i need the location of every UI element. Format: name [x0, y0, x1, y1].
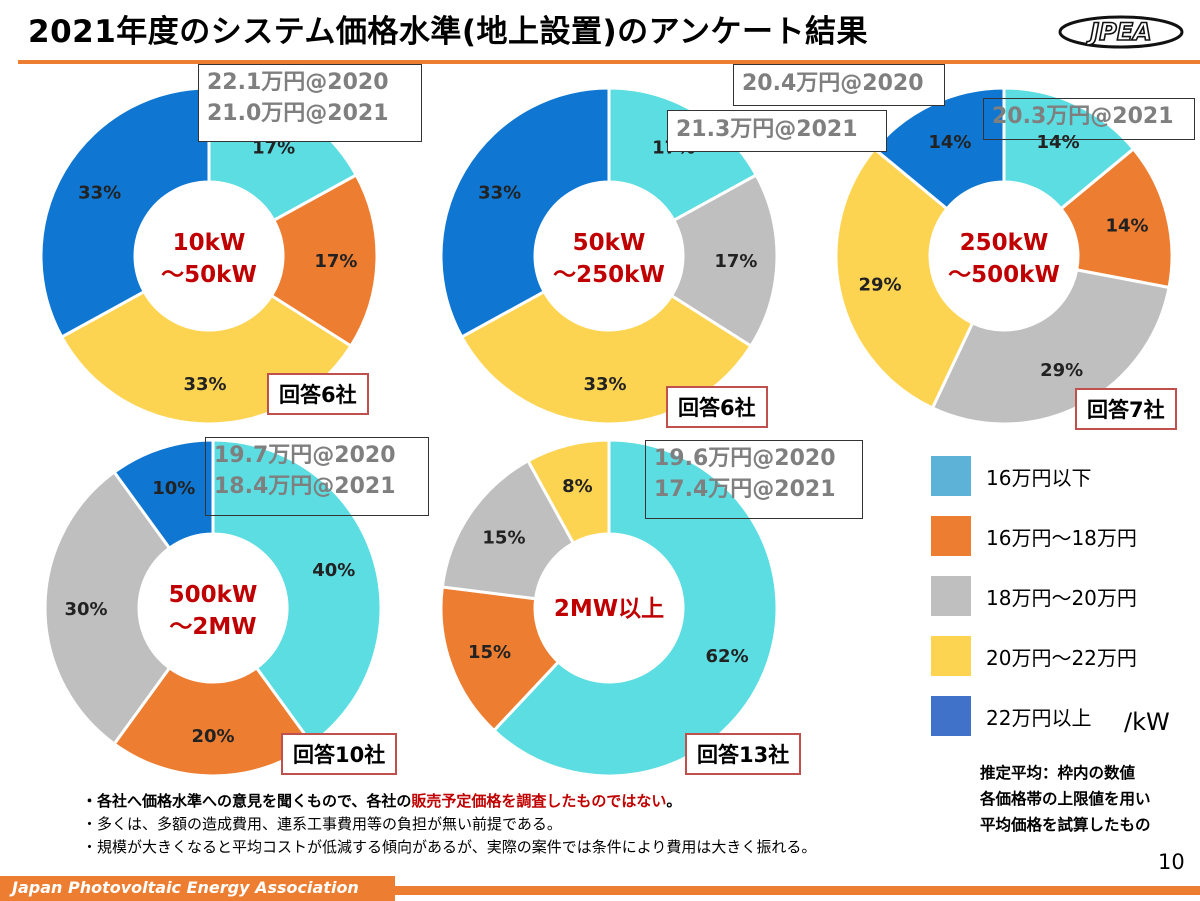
- price-box-250-500kw: 20.3万円@2021: [983, 98, 1195, 140]
- response-count-250-500kw: 回答7社: [1075, 388, 1177, 430]
- response-count-2mw: 回答13社: [685, 733, 802, 775]
- price-box-500kw-2mw: 19.7万円@2020 18.4万円@2021: [205, 437, 429, 516]
- slice-label: 14%: [1105, 215, 1148, 236]
- bullet-3: ・規模が大きくなると平均コストが低減する傾向があるが、実際の案件では条件により費…: [82, 838, 817, 856]
- price-2021: 21.0万円@2021: [207, 101, 389, 126]
- response-count-500kw-2mw: 回答10社: [281, 733, 398, 775]
- slice-label: 14%: [928, 132, 971, 153]
- slice-label: 62%: [706, 646, 749, 667]
- legend-swatch: [931, 516, 971, 556]
- donut-slice: [491, 438, 779, 778]
- price-2021: 21.3万円@2021: [676, 117, 858, 142]
- legend-label: 20万円～22万円: [986, 646, 1137, 670]
- slice-label: 15%: [482, 528, 525, 549]
- donut-slice: [439, 585, 561, 733]
- center-label: 250kW: [960, 230, 1049, 256]
- legend-label: 16万円～18万円: [986, 526, 1137, 550]
- donut-slice: [439, 86, 611, 339]
- price-2021: 18.4万円@2021: [214, 474, 396, 499]
- donut-slice: [834, 146, 975, 411]
- title-underline: [18, 60, 1200, 64]
- slice-label: 17%: [714, 251, 757, 272]
- donut-slice: [607, 86, 759, 223]
- jpea-logo: JPEA: [1058, 15, 1184, 49]
- price-2020: 20.4万円@2020: [742, 71, 924, 96]
- donut-slice: [39, 86, 211, 339]
- center-label: ～50kW: [161, 262, 257, 288]
- donut-slice: [440, 458, 576, 601]
- slice-label: 40%: [312, 560, 355, 581]
- legend-label: 18万円～20万円: [986, 586, 1137, 610]
- donut-slice: [112, 665, 314, 778]
- slice-label: 15%: [468, 642, 511, 663]
- note-line: 平均価格を試算したもの: [980, 816, 1151, 834]
- footer-org-name: Japan Photovoltaic Energy Association: [12, 878, 359, 897]
- note-line: 推定平均：枠内の数値: [980, 764, 1136, 782]
- bullet-1-text: ・各社へ価格水準への意見を聞くもので、各社の: [82, 792, 412, 810]
- note-line: 各価格帯の上限値を用い: [980, 790, 1151, 808]
- price-box-50-250kw-2021: 21.3万円@2021: [667, 110, 887, 152]
- bullet-notes: ・各社へ価格水準への意見を聞くもので、各社の販売予定価格を調査したものではない。…: [82, 790, 816, 859]
- donut-slice: [112, 438, 215, 551]
- response-count-50-250kw: 回答6社: [666, 386, 768, 428]
- donut-slice: [43, 469, 172, 747]
- price-2021: 20.3万円@2021: [992, 104, 1174, 129]
- footer-line: [395, 886, 1200, 895]
- slice-label: 33%: [78, 182, 121, 203]
- price-box-50-250kw-2020: 20.4万円@2020: [733, 64, 945, 106]
- price-2021: 17.4万円@2021: [654, 477, 836, 502]
- center-label: ～2MW: [169, 614, 256, 640]
- donut-slice: [269, 173, 379, 349]
- bullet-1-end: 。: [666, 792, 682, 810]
- donut-slice: [669, 173, 779, 349]
- price-2020: 19.6万円@2020: [654, 446, 836, 471]
- legend-swatch: [931, 696, 971, 736]
- price-2020: 19.7万円@2020: [214, 443, 396, 468]
- slice-label: 10%: [152, 478, 195, 499]
- slice-label: 8%: [562, 476, 593, 497]
- slice-label: 29%: [1040, 360, 1083, 381]
- legend-unit: /kW: [1124, 708, 1170, 736]
- slice-label: 17%: [314, 251, 357, 272]
- price-2020: 22.1万円@2020: [207, 70, 389, 95]
- bullet-2: ・多くは、多額の造成費用、連系工事費用等の負担が無い前提である。: [82, 815, 562, 833]
- slice-label: 29%: [859, 275, 902, 296]
- legend-swatch: [931, 576, 971, 616]
- legend-swatch: [931, 636, 971, 676]
- bullet-1: ・各社へ価格水準への意見を聞くもので、各社の販売予定価格を調査したものではない。: [82, 790, 816, 813]
- slice-label: 30%: [64, 599, 107, 620]
- legend-label: 22万円以上: [986, 706, 1092, 730]
- donut-slice: [526, 438, 611, 546]
- center-label: ～250kW: [553, 262, 665, 288]
- bullet-1-emphasis: 販売予定価格を調査したものではない: [411, 792, 667, 810]
- slice-label: 20%: [191, 726, 234, 747]
- donut-slice: [930, 268, 1171, 426]
- slice-label: 33%: [583, 374, 626, 395]
- page-number: 10: [1158, 850, 1185, 874]
- price-box-10-50kw: 22.1万円@2020 21.0万円@2021: [198, 64, 422, 142]
- slice-label: 14%: [1037, 132, 1080, 153]
- center-label: 500kW: [169, 582, 258, 608]
- price-box-2mw: 19.6万円@2020 17.4万円@2021: [645, 440, 863, 519]
- legend-label: 16万円以下: [986, 466, 1092, 490]
- response-count-10-50kw: 回答6社: [267, 373, 369, 415]
- page-title: 2021年度のシステム価格水準(地上設置)のアンケート結果: [28, 14, 868, 50]
- slice-label: 33%: [183, 374, 226, 395]
- footer-bar: [0, 876, 395, 901]
- logo-text: JPEA: [1086, 18, 1152, 46]
- slice-label: 33%: [478, 182, 521, 203]
- slice-label: 17%: [252, 138, 295, 159]
- center-label: 10kW: [173, 230, 246, 256]
- center-label: 50kW: [573, 230, 646, 256]
- donut-slice: [872, 86, 1006, 211]
- center-label: 2MW以上: [554, 596, 664, 622]
- legend-swatch: [931, 456, 971, 496]
- center-label: ～500kW: [948, 262, 1060, 288]
